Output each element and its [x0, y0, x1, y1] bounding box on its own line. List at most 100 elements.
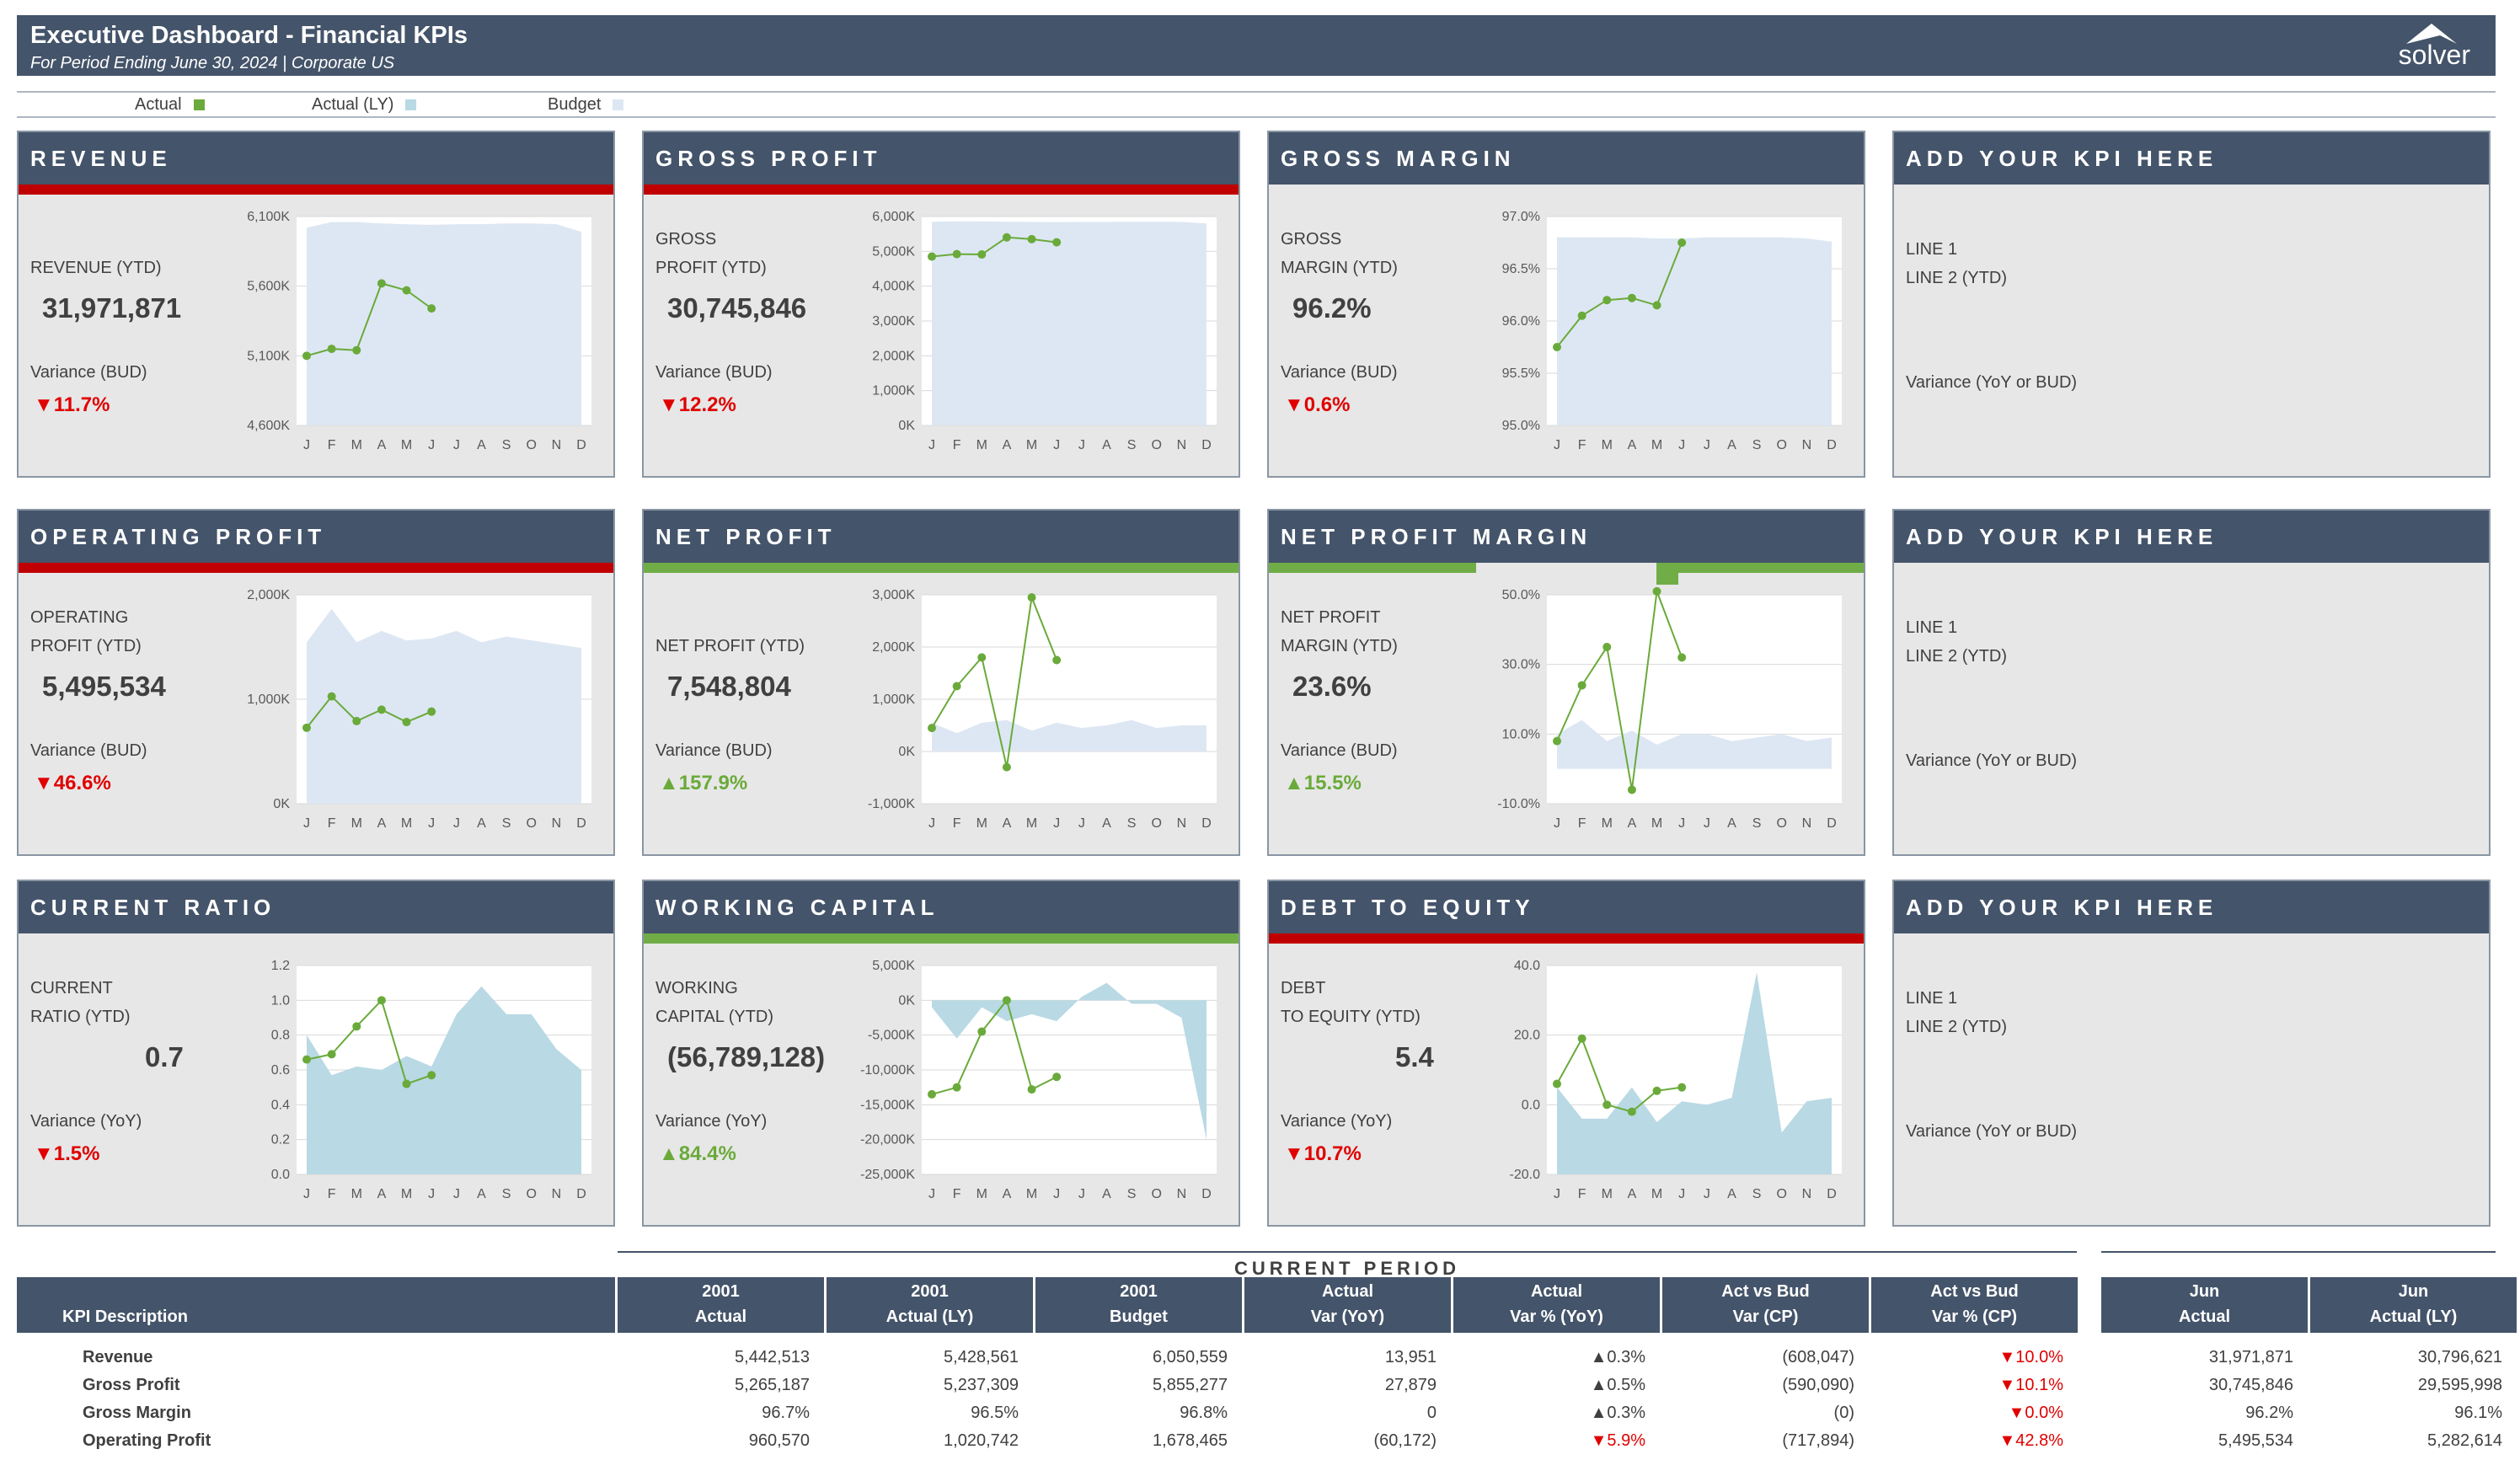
table-cell: (0) — [1833, 1404, 1854, 1422]
x-tick-label: M — [351, 1187, 362, 1201]
header-line2: Var (CP) — [1732, 1308, 1799, 1326]
current-period-title: CURRENT PERIOD — [618, 1251, 2077, 1280]
row-kpi-name: Revenue — [83, 1348, 153, 1366]
x-tick-label: J — [928, 816, 935, 831]
actual-point — [402, 286, 411, 295]
panel-title: WORKING CAPITAL — [644, 881, 1239, 933]
x-tick-label: M — [1651, 816, 1662, 831]
actual-point — [302, 1055, 311, 1064]
variance-value: ▼10.7% — [1284, 1142, 1362, 1165]
table-cell: ▼10.0% — [1998, 1348, 2063, 1366]
header-line1: Act vs Bud — [1721, 1282, 1810, 1301]
actual-point — [1602, 1100, 1612, 1110]
x-tick-label: O — [1152, 816, 1162, 831]
table-cell: 13,951 — [1384, 1348, 1437, 1366]
budget-area — [932, 221, 1206, 425]
table-header-col: Jun Actual (LY) — [2310, 1277, 2519, 1333]
kpi-label-line1: CURRENT — [30, 979, 113, 997]
panel-operating-profit: OPERATING PROFIT OPERATING PROFIT (YTD) 5,4… — [17, 509, 615, 856]
y-tick-label: 5,600K — [247, 280, 290, 294]
x-tick-label: J — [1554, 816, 1560, 831]
variance-label: Variance (BUD) — [1281, 741, 1398, 760]
y-tick-label: -1,000K — [868, 797, 915, 811]
actual-point — [1553, 1079, 1561, 1088]
actual-line — [931, 594, 1058, 767]
kpi-label-line1: GROSS — [1281, 230, 1342, 249]
actual-point — [977, 1027, 987, 1036]
table-cell: 0 — [1426, 1404, 1437, 1422]
table-row: Gross Profit 5,265,187 5,237,309 5,855,277 2… — [17, 1376, 2502, 1403]
x-tick-label: M — [976, 438, 987, 452]
panel-working-capital: WORKING CAPITAL WORKING CAPITAL (YTD) (56,7… — [642, 880, 1240, 1227]
x-tick-label: F — [328, 1187, 336, 1201]
panel-add-kpi-2: ADD YOUR KPI HERE LINE 1 LINE 2 (YTD) Varia… — [1892, 509, 2491, 856]
variance-value: ▲157.9% — [659, 772, 748, 794]
kpi-line-chart: 1.21.00.80.60.40.20.0J F M A M J J A S O N D — [271, 959, 591, 1201]
kpi-value: 5,495,534 — [42, 671, 166, 702]
x-tick-label: D — [1201, 1187, 1212, 1201]
actual-point — [1652, 586, 1661, 596]
actual-point — [1602, 296, 1612, 305]
header-line1: Actual — [1530, 1282, 1583, 1301]
table-cell: 5,282,614 — [2427, 1431, 2502, 1450]
x-tick-label: M — [1602, 1187, 1613, 1201]
kpi-value: 7,548,804 — [667, 671, 791, 702]
x-tick-label: S — [502, 1187, 511, 1201]
kpi-label-line1: DEBT — [1281, 979, 1326, 997]
y-tick-label: 50.0% — [1502, 588, 1540, 602]
table-cell: 5,442,513 — [735, 1348, 810, 1366]
x-tick-label: J — [1678, 438, 1685, 452]
x-tick-label: A — [477, 438, 486, 452]
x-tick-label: D — [576, 1187, 586, 1201]
table-cell: ▲0.5% — [1590, 1376, 1645, 1394]
panel-net-profit: NET PROFIT NET PROFIT (YTD) 7,548,804 Varia… — [642, 509, 1240, 856]
x-tick-label: F — [953, 438, 961, 452]
actual-line — [306, 282, 432, 357]
table-header-col: 2001 Budget — [1035, 1277, 1244, 1333]
budget-area — [932, 719, 1206, 751]
table-cell: (590,090) — [1782, 1376, 1854, 1394]
kpi-label-line2: MARGIN (YTD) — [1281, 637, 1398, 655]
x-tick-label: J — [453, 438, 460, 452]
variance-value: ▲15.5% — [1284, 772, 1362, 794]
status-bar-right — [1656, 563, 1864, 573]
x-tick-label: D — [576, 816, 586, 831]
panel-title: NET PROFIT MARGIN — [1269, 511, 1864, 563]
x-tick-label: F — [1578, 1187, 1586, 1201]
budget-area — [307, 222, 581, 425]
panel-title: ADD YOUR KPI HERE — [1894, 511, 2489, 563]
table-header-col: Actual Var (YoY) — [1244, 1277, 1453, 1333]
actual-point — [1577, 311, 1586, 320]
actual-point — [928, 252, 936, 261]
kpi-line1: LINE 1 — [1906, 240, 1958, 259]
x-tick-label: D — [1827, 438, 1837, 452]
panel-gross-profit: GROSS PROFIT GROSS PROFIT (YTD) 30,745,846 V… — [642, 131, 1240, 478]
x-tick-label: S — [1752, 816, 1762, 831]
y-tick-label: -20.0 — [1510, 1168, 1541, 1182]
x-tick-label: D — [1827, 1187, 1837, 1201]
x-tick-label: M — [351, 816, 362, 831]
kpi-label-line2: TO EQUITY (YTD) — [1281, 1008, 1421, 1026]
x-tick-label: N — [552, 438, 562, 452]
variance-label: Variance (BUD) — [30, 741, 147, 760]
x-tick-label: N — [552, 816, 562, 831]
table-cell: 29,595,998 — [2417, 1376, 2502, 1394]
actual-ly-area — [1557, 972, 1832, 1174]
x-tick-label: F — [1578, 816, 1586, 831]
legend-actual-swatch — [193, 99, 205, 111]
y-tick-label: 20.0 — [1514, 1029, 1540, 1043]
x-tick-label: A — [1003, 816, 1012, 831]
x-tick-label: J — [1704, 1187, 1710, 1201]
table-row: Gross Margin 96.7% 96.5% 96.8% 0 ▲0.3% (0) ▼0.0… — [17, 1404, 2502, 1431]
panel-title: OPERATING PROFIT — [19, 511, 613, 563]
actual-point — [1677, 238, 1687, 247]
table-cell: ▼42.8% — [1998, 1431, 2063, 1450]
kpi-value: 96.2% — [1292, 292, 1372, 324]
row-kpi-name: Gross Profit — [83, 1376, 180, 1394]
table-cell: 5,855,277 — [1153, 1376, 1228, 1394]
actual-point — [928, 1089, 936, 1099]
x-tick-label: A — [1102, 1187, 1111, 1201]
x-tick-label: J — [303, 816, 310, 831]
